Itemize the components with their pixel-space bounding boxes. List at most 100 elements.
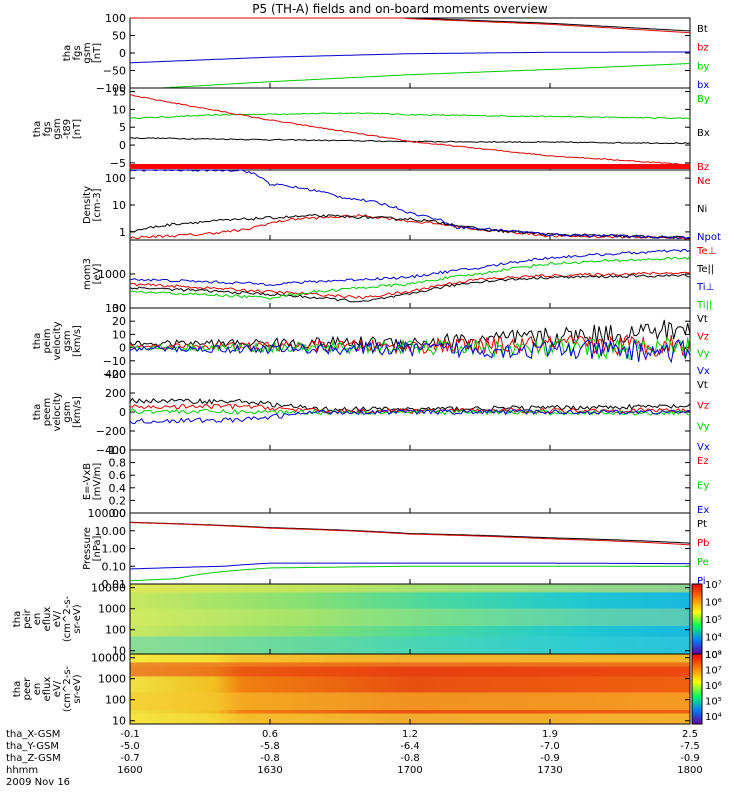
legend-entry: Vt [697, 314, 708, 325]
y-axis-label: gsm [82, 42, 93, 63]
series-line-vt [129, 319, 691, 351]
spectrogram-body [130, 584, 690, 654]
colorbar-tick-label: 10³ [705, 650, 722, 661]
y-tick-label: 10 [112, 199, 126, 212]
colorbar-tick-label: 10⁸ [705, 650, 722, 661]
panel-1: 100 50 0 −50 −100 tha fgs gsm [nT] Bt bz by bx [62, 12, 709, 95]
y-tick-label: −100 [96, 82, 126, 95]
y-axis-label: (cm^2-s- [62, 665, 73, 712]
axis-row-value: -5.8 [260, 741, 280, 752]
colorbar-tick-label: 10⁵ [705, 696, 722, 707]
y-tick-label: 0.10 [102, 560, 127, 573]
y-axis-label: gsm [52, 118, 63, 139]
y-tick-label: 0 [119, 342, 126, 355]
y-axis-label: en [32, 683, 43, 696]
y-axis-label: [km/s] [72, 396, 83, 428]
series-line-te [129, 271, 691, 300]
legend-entry: Te⊥ [696, 246, 716, 257]
y-tick-label: 100 [105, 172, 126, 185]
panel-frame [129, 17, 691, 89]
y-tick-label: 1000 [98, 268, 126, 281]
y-tick-label: −400 [96, 444, 126, 457]
y-tick-label: 0.8 [109, 457, 127, 470]
legend-entry: Vx [697, 442, 710, 453]
legend-entry: Ti|| [696, 300, 712, 311]
y-tick-label: −50 [103, 65, 126, 78]
y-axis-label: peim [42, 328, 53, 353]
panel-frame [129, 239, 691, 309]
chart-title: P5 (TH-A) fields and on-board moments ov… [252, 2, 548, 16]
colorbar-tick-label: 10⁵ [705, 615, 722, 626]
y-axis-label: mom3 [82, 258, 93, 290]
y-axis-label: tha [12, 611, 23, 627]
series-line-bz [130, 17, 691, 34]
legend-entry: Pe [697, 557, 709, 568]
spectrogram-band-4 [130, 662, 690, 677]
series-line-vy [129, 337, 691, 361]
panel-frame [129, 449, 691, 514]
legend-entry: Ey [697, 481, 709, 492]
series-line-vx [129, 408, 691, 425]
series-line-pb [129, 522, 691, 546]
y-tick-label: 400 [105, 368, 126, 381]
series-line-npot [129, 169, 690, 240]
y-tick-label: 1.00 [102, 543, 127, 556]
panel-4: 1000 100 mom3 [eV] Te⊥ Te|| Ti⊥ Ti|| [82, 239, 716, 315]
spectrogram-band-1 [130, 584, 690, 593]
spectrogram-band-3 [130, 713, 690, 724]
series-line-by [130, 63, 691, 89]
y-axis-label: peer [22, 677, 33, 701]
y-axis-label: tha [32, 121, 43, 137]
y-axis-label: sr-eV) [72, 604, 83, 633]
colorbar-tick-label: 10⁷ [705, 580, 722, 591]
axis-row-value: -0.8 [260, 753, 280, 764]
y-tick-label: 100 [105, 694, 126, 707]
spectrogram-band-2 [130, 692, 690, 710]
panel-frame [129, 87, 691, 171]
y-tick-label: 1000 [98, 673, 126, 686]
y-tick-label: 10 [112, 715, 126, 728]
y-tick-label: 10000 [91, 652, 126, 665]
y-tick-label: 50 [112, 30, 126, 43]
axis-row-value: 1600 [117, 765, 142, 776]
axis-row-label: tha_Y-GSM [6, 741, 59, 752]
y-axis-label: gsm [62, 330, 73, 351]
axis-row-value: -0.8 [400, 753, 420, 764]
y-axis-label: sr-eV) [72, 674, 83, 703]
legend-entry: by [697, 61, 709, 72]
y-axis-label: -t89 [62, 119, 73, 139]
legend-entry: Pb [697, 538, 709, 549]
y-axis-label: gsm [62, 401, 73, 422]
panel-8: 100.00 10.00 1.00 0.10 0.01 Pressure [nPa] Pt Pb… [82, 507, 709, 591]
axis-row-value: -0.1 [120, 729, 140, 740]
axis-row-value: -7.5 [680, 741, 700, 752]
date-label: 2009 Nov 16 [6, 777, 70, 788]
series-line-bz [129, 94, 690, 166]
y-tick-label: 0.4 [109, 482, 127, 495]
y-tick-label: −5 [110, 157, 126, 170]
legend-entry: Npot [697, 232, 721, 243]
axis-row-value: -6.4 [400, 741, 420, 752]
y-axis-label: peir [22, 608, 33, 628]
y-axis-label: Density [82, 186, 93, 224]
legend-entry: bx [697, 80, 709, 91]
y-tick-label: 10 [112, 103, 126, 116]
legend-entry: bz [697, 43, 709, 54]
axis-row-value: 1.9 [542, 729, 558, 740]
legend-entry: Vy [697, 421, 710, 432]
panel-frame [129, 512, 691, 585]
spectrogram-band-3 [130, 608, 690, 626]
series-line-vy [129, 408, 691, 416]
y-axis-label: Pressure [82, 527, 93, 570]
y-tick-label: 30 [112, 302, 126, 315]
panel-7: 1.00.80.60.40.20.0 E=-VxB [mV/m] Ez Ey Ex [82, 444, 709, 520]
legend-entry: Vt [697, 380, 708, 391]
axis-row-value: -0.7 [120, 753, 140, 764]
colorbar [691, 583, 703, 655]
series-line-ne [129, 214, 691, 240]
colorbar-tick-label: 10⁴ [705, 633, 722, 644]
series-line-bt [130, 17, 691, 32]
y-axis-label: [km/s] [72, 325, 83, 357]
legend-entry: Ni [697, 204, 707, 215]
axis-row-value: -7.0 [540, 741, 560, 752]
